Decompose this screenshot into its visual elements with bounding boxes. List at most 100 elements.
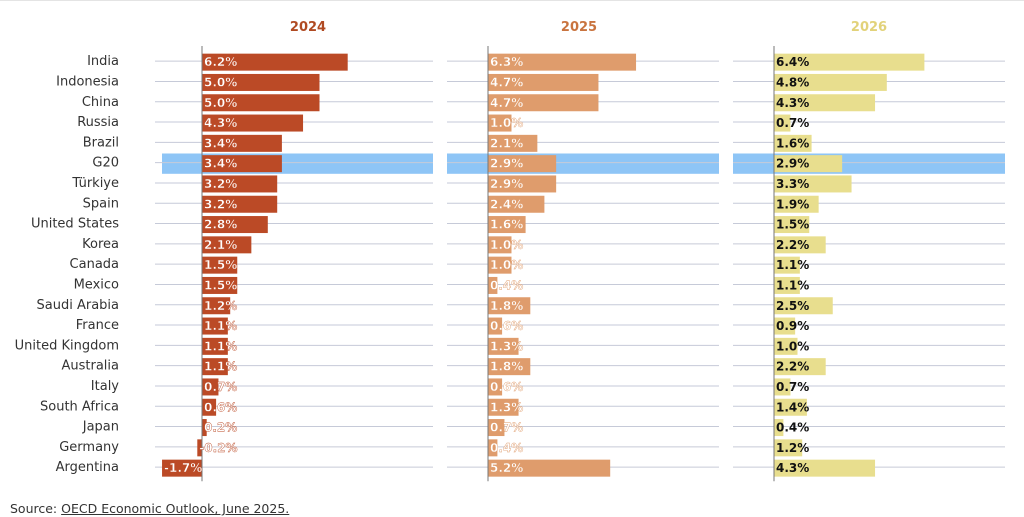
series-title: 2024 (290, 20, 326, 35)
data-label: 3.3% (776, 177, 809, 191)
data-label: 1.5% (204, 278, 237, 292)
data-label: 3.2% (204, 177, 237, 191)
data-label: 1.0% (490, 258, 523, 272)
bar (774, 297, 833, 315)
bar (488, 216, 526, 234)
data-label: 1.3% (490, 400, 523, 414)
data-label: 2.1% (490, 136, 523, 150)
data-label: 0.9% (776, 319, 809, 333)
bar (202, 317, 228, 335)
data-label: 0.4% (490, 278, 523, 292)
category-label: Saudi Arabia (37, 298, 120, 313)
data-label: 1.1% (776, 278, 809, 292)
bar (488, 459, 611, 477)
data-label: 3.4% (204, 157, 237, 171)
bar (202, 419, 207, 437)
bar (488, 439, 498, 457)
data-label: 0.7% (776, 380, 809, 394)
data-label: 1.6% (490, 218, 523, 232)
series-title: 2026 (851, 20, 887, 35)
bar (202, 236, 252, 254)
bar (202, 53, 348, 71)
data-label: 0.7% (204, 380, 237, 394)
bar (488, 317, 503, 335)
bar (774, 155, 843, 173)
data-label: 1.1% (204, 360, 237, 374)
bar (774, 195, 819, 213)
data-label: 4.3% (204, 116, 237, 130)
category-label: Russia (77, 115, 119, 130)
data-label: 1.2% (204, 299, 237, 313)
bar (202, 175, 278, 193)
bar (202, 337, 228, 355)
category-label: G20 (92, 156, 119, 171)
data-label: 5.0% (204, 96, 237, 110)
category-label: Argentina (56, 460, 119, 475)
data-label: 2.2% (776, 238, 809, 252)
data-label: 5.2% (490, 461, 523, 475)
bar (488, 53, 637, 71)
category-label: Brazil (83, 135, 119, 150)
data-label: 1.0% (490, 116, 523, 130)
bar (162, 459, 202, 477)
data-label: 1.8% (490, 299, 523, 313)
data-label: 1.1% (776, 258, 809, 272)
data-label: 6.3% (490, 55, 523, 69)
category-label: Japan (82, 420, 119, 435)
source-prefix: Source: (10, 501, 62, 516)
category-label: Italy (91, 379, 120, 394)
category-label: Canada (70, 257, 119, 272)
bar (488, 236, 512, 254)
bar (488, 256, 512, 274)
bar (774, 439, 803, 457)
data-label: 2.9% (776, 157, 809, 171)
bar (774, 317, 796, 335)
data-label: 0.4% (490, 441, 523, 455)
growth-bar-chart: India Indonesia China Russia Brazil G20 Türkiy… (15, 20, 1005, 482)
bar (774, 398, 807, 416)
data-label: 1.3% (490, 339, 523, 353)
data-label: 2.1% (204, 238, 237, 252)
category-label: Korea (82, 237, 119, 252)
data-label: 1.0% (490, 238, 523, 252)
category-label: China (82, 95, 119, 110)
bar (774, 175, 852, 193)
bar (202, 155, 282, 173)
data-label: 1.1% (204, 319, 237, 333)
bar (202, 358, 228, 376)
bar (202, 297, 231, 315)
data-label: 2.8% (204, 218, 237, 232)
bar (202, 216, 268, 234)
data-label: 2.9% (490, 157, 523, 171)
source-link[interactable]: OECD Economic Outlook, June 2025. (61, 501, 290, 516)
data-label: 5.0% (204, 75, 237, 89)
bar (488, 134, 538, 152)
bar (774, 53, 925, 71)
data-label: 1.5% (204, 258, 237, 272)
data-label: 3.2% (204, 197, 237, 211)
bar (774, 134, 812, 152)
data-label: 6.4% (776, 55, 809, 69)
bar (488, 114, 512, 132)
data-label: 4.7% (490, 96, 523, 110)
data-label: 1.2% (776, 441, 809, 455)
bar (774, 378, 791, 396)
bar (202, 134, 282, 152)
data-label: 1.5% (776, 218, 809, 232)
data-label: 0.6% (490, 319, 523, 333)
bar (488, 73, 599, 91)
data-label: -0.2% (199, 441, 237, 455)
bar (488, 378, 503, 396)
category-label: Indonesia (56, 74, 119, 89)
bar (774, 216, 810, 234)
bar (774, 276, 800, 294)
bar (774, 256, 800, 274)
category-label: South Africa (40, 399, 119, 414)
category-label: France (76, 318, 119, 333)
category-label: United Kingdom (15, 338, 119, 353)
bar (774, 236, 826, 254)
bar (774, 94, 876, 112)
bar (774, 419, 784, 437)
data-label: 2.5% (776, 299, 809, 313)
bar (774, 459, 876, 477)
